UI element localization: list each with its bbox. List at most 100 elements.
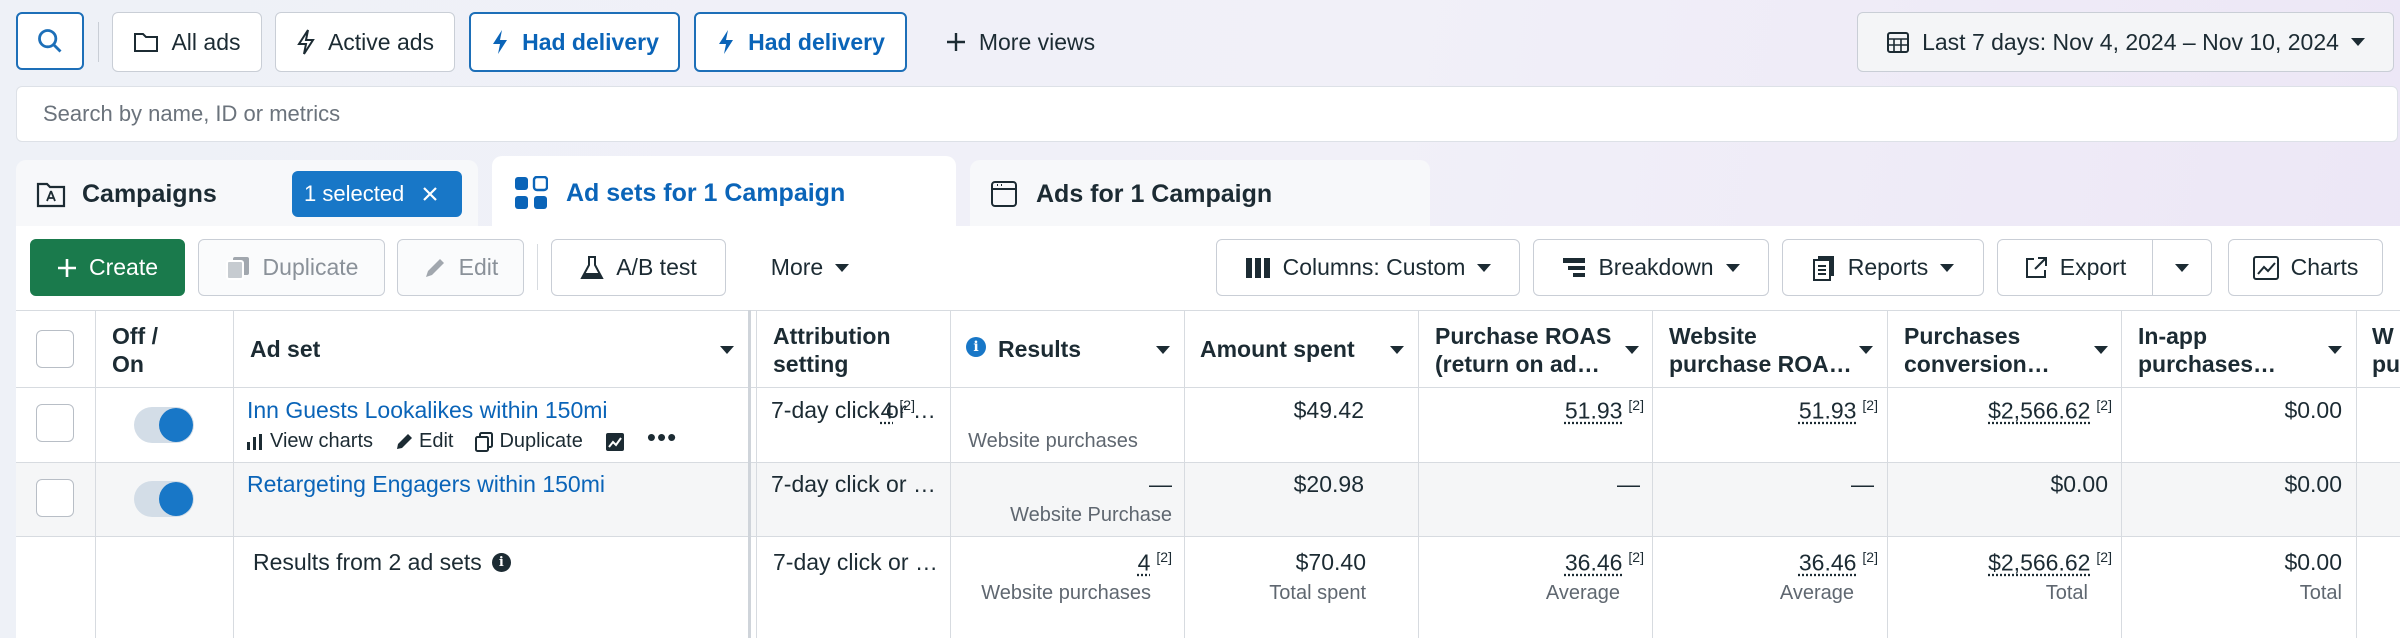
duplicate-icon [225, 256, 249, 280]
column-header-ad-set[interactable]: Ad set [250, 335, 320, 363]
sort-caret-icon[interactable] [1156, 346, 1170, 354]
row-on-off-toggle[interactable] [134, 481, 194, 517]
export-dropdown-button[interactable] [2152, 239, 2212, 296]
column-header-partial-line-2: pu [2372, 351, 2400, 377]
sort-caret-icon[interactable] [1625, 346, 1639, 354]
sort-caret-icon[interactable] [720, 346, 734, 354]
selected-badge[interactable]: 1 selected [292, 171, 462, 217]
tab-ads[interactable]: Ads for 1 Campaign [970, 160, 1430, 228]
summary-label-text: Results from 2 ad sets [253, 549, 482, 575]
toggle-knob [159, 482, 193, 516]
sort-caret-icon[interactable] [2094, 346, 2108, 354]
bar-chart-icon [247, 433, 262, 450]
more-views-button[interactable]: More views [930, 12, 1110, 72]
column-header-inapp-line-1: In-app [2138, 323, 2207, 349]
grid-icon [515, 176, 548, 209]
column-header-results[interactable]: Results [998, 335, 1081, 363]
column-header-amount-spent[interactable]: Amount spent [1200, 335, 1355, 363]
columns-label: Columns: Custom [1282, 254, 1466, 280]
summary-website-roas-footnote: [2] [1862, 549, 1878, 565]
row-on-off-toggle[interactable] [134, 407, 194, 443]
create-button[interactable]: Create [30, 239, 185, 296]
inapp-purchases-cell: $0.00 [2284, 397, 2342, 423]
col-divider [1184, 310, 1185, 638]
action-divider [537, 244, 538, 290]
more-options-icon[interactable]: ••• [646, 421, 678, 452]
info-icon[interactable]: i [966, 337, 986, 357]
column-header-purchase-roas-line-1: Purchase ROAS [1435, 323, 1612, 349]
edit-button[interactable]: Edit [397, 239, 524, 296]
column-header-purchase-roas[interactable]: Purchase ROAS (return on ad… [1435, 322, 1611, 378]
col-divider [1652, 310, 1653, 638]
tab-ad-sets[interactable]: Ad sets for 1 Campaign [492, 156, 956, 230]
lightning-icon [719, 30, 734, 54]
charts-button[interactable]: Charts [2228, 239, 2383, 296]
column-header-attribution[interactable]: Attribution setting [773, 322, 891, 378]
open-chart-action[interactable] [605, 432, 625, 452]
column-header-inapp-purchases[interactable]: In-app purchases… [2138, 322, 2276, 378]
sort-caret-icon[interactable] [2328, 346, 2342, 354]
sort-caret-icon[interactable] [1390, 346, 1404, 354]
duplicate-action[interactable]: Duplicate [475, 430, 583, 453]
select-all-checkbox[interactable] [36, 330, 74, 368]
row-actions: View charts Edit Duplicate ••• [246, 421, 678, 453]
col-divider [1887, 310, 1888, 638]
amount-spent-cell: $20.98 [1293, 471, 1364, 497]
summary-inapp-cell: $0.00 [2284, 549, 2342, 575]
edit-action[interactable]: Edit [395, 430, 453, 453]
columns-button[interactable]: Columns: Custom [1216, 239, 1520, 296]
summary-website-roas-value: 36.46 [1798, 549, 1857, 576]
ad-set-name-link[interactable]: Inn Guests Lookalikes within 150mi [247, 397, 608, 423]
active-ads-button[interactable]: Active ads [275, 12, 455, 72]
column-header-inapp-line-2: purchases… [2138, 351, 2277, 377]
chart-icon [2252, 255, 2279, 280]
col-divider [95, 310, 96, 638]
info-icon[interactable]: i [491, 553, 511, 572]
close-icon[interactable] [422, 186, 438, 202]
summary-purchase-roas-cell: 36.46 [2] [1565, 549, 1644, 577]
sort-caret-icon[interactable] [1859, 346, 1873, 354]
summary-amount-subtext: Total spent [1269, 582, 1366, 604]
column-header-website-roas[interactable]: Website purchase ROA… [1669, 322, 1852, 378]
ad-set-name-link[interactable]: Retargeting Engagers within 150mi [247, 471, 605, 497]
more-button[interactable]: More [742, 239, 878, 296]
breakdown-button[interactable]: Breakdown [1533, 239, 1769, 296]
export-button[interactable]: Export [1997, 239, 2153, 296]
date-range-label: Last 7 days: Nov 4, 2024 – Nov 10, 2024 [1922, 28, 2339, 55]
summary-results-footnote: [2] [1156, 549, 1172, 565]
column-header-partial[interactable]: W pu [2372, 322, 2400, 378]
results-value: 4 [880, 397, 894, 424]
row-checkbox[interactable] [36, 404, 74, 442]
all-ads-button[interactable]: All ads [112, 12, 262, 72]
folder-icon [134, 33, 159, 52]
summary-purchase-roas-value: 36.46 [1564, 549, 1623, 576]
search-input[interactable]: Search by name, ID or metrics [16, 86, 2398, 142]
summary-attribution-cell: 7-day click or … [773, 549, 938, 575]
column-header-purchase-roas-line-2: (return on ad… [1435, 351, 1600, 377]
tab-ads-label: Ads for 1 Campaign [1036, 179, 1273, 208]
search-toggle-button[interactable] [16, 12, 84, 70]
pencil-icon [397, 433, 413, 449]
column-header-off-on-line-1: Off / [112, 323, 158, 349]
column-header-off-on-line-2: On [112, 351, 144, 377]
had-delivery-button-2[interactable]: Had delivery [694, 12, 907, 72]
column-header-purchases-conversion[interactable]: Purchases conversion… [1904, 322, 2050, 378]
reports-icon [1812, 255, 1834, 281]
purchase-roas-cell: — [1617, 471, 1640, 497]
reports-button[interactable]: Reports [1782, 239, 1984, 296]
summary-purchases-conversion-value: $2,566.62 [1988, 549, 2091, 576]
frozen-col-divider [748, 310, 751, 638]
column-header-off-on[interactable]: Off / On [112, 322, 158, 378]
flask-icon [580, 255, 604, 279]
column-header-website-roas-line-1: Website [1669, 323, 1757, 349]
ab-test-button[interactable]: A/B test [551, 239, 726, 296]
view-charts-action[interactable]: View charts [246, 430, 373, 453]
date-range-picker[interactable]: Last 7 days: Nov 4, 2024 – Nov 10, 2024 [1857, 12, 2394, 72]
summary-amount-cell: $70.40 [1295, 549, 1366, 575]
column-header-attribution-line-2: setting [773, 351, 849, 377]
col-divider [2121, 310, 2122, 638]
had-delivery-button-1[interactable]: Had delivery [469, 12, 680, 72]
duplicate-button[interactable]: Duplicate [198, 239, 385, 296]
purchases-conversion-cell: $0.00 [2050, 471, 2108, 497]
row-checkbox[interactable] [36, 479, 74, 517]
